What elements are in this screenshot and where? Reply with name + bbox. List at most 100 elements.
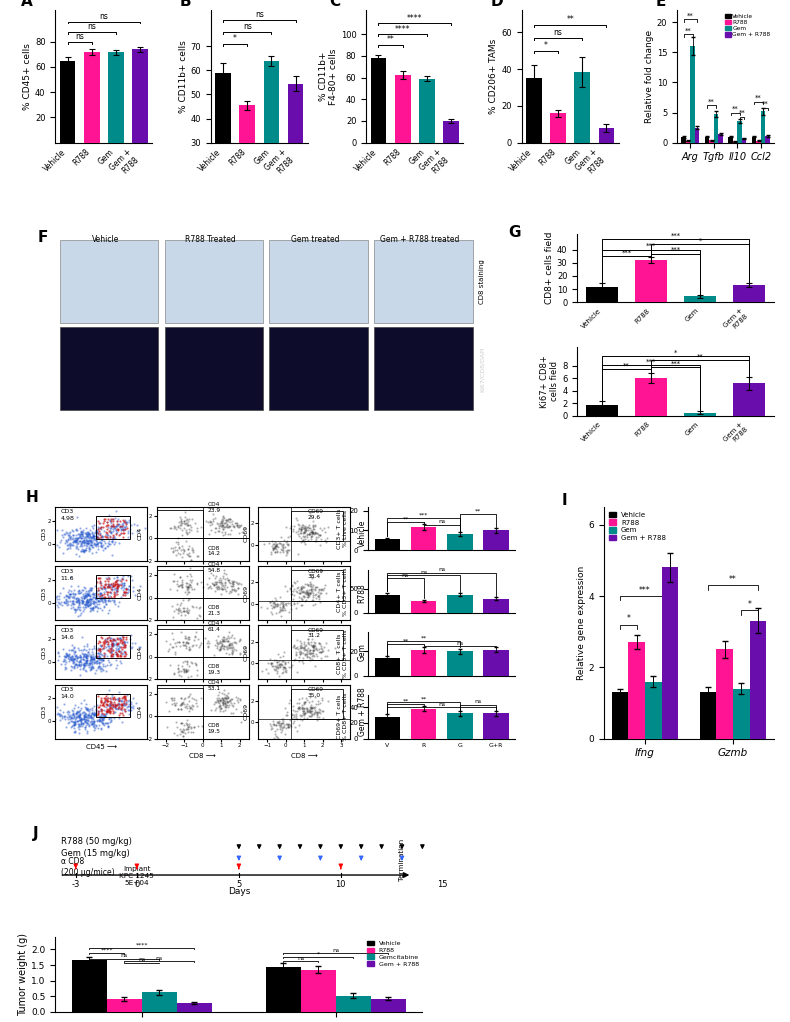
Point <box>62 710 74 727</box>
Point <box>77 542 90 558</box>
Point <box>105 585 118 601</box>
Point <box>79 706 92 723</box>
Point <box>97 591 110 607</box>
Point <box>100 513 113 529</box>
Point <box>70 537 83 553</box>
Point <box>302 589 314 605</box>
Point <box>117 515 130 531</box>
Point <box>88 530 101 547</box>
Point <box>114 648 126 664</box>
Y-axis label: CD3+ T cells
% Live cells: CD3+ T cells % Live cells <box>337 508 348 549</box>
Point <box>180 635 193 651</box>
Point <box>82 582 95 598</box>
Point <box>181 526 194 543</box>
Point <box>73 716 85 733</box>
Point <box>295 579 308 596</box>
Point <box>256 663 269 680</box>
Point <box>70 533 82 550</box>
Point <box>220 517 232 533</box>
Point <box>223 518 235 535</box>
Point <box>102 570 115 587</box>
Point <box>110 700 122 716</box>
Point <box>82 584 95 600</box>
Point <box>117 631 130 647</box>
Point <box>300 646 313 662</box>
Point <box>304 577 317 594</box>
Point <box>47 650 59 666</box>
Point <box>91 529 103 546</box>
Point <box>276 600 288 616</box>
Point <box>69 723 81 739</box>
Y-axis label: Relative gene expression: Relative gene expression <box>577 565 585 680</box>
Point <box>293 528 306 545</box>
Point <box>60 648 73 664</box>
Point <box>181 711 194 728</box>
Point <box>56 641 69 657</box>
Point <box>117 706 130 723</box>
Point <box>82 646 95 662</box>
Point <box>181 510 194 526</box>
Point <box>117 697 130 713</box>
Point <box>118 702 131 718</box>
Bar <box>301 970 336 1012</box>
Point <box>284 583 297 599</box>
Point <box>87 708 100 725</box>
Point <box>222 693 235 709</box>
Point <box>89 665 102 682</box>
Bar <box>292 630 343 660</box>
Bar <box>59 240 159 323</box>
Text: CD4
53.1: CD4 53.1 <box>208 681 220 691</box>
Point <box>113 643 126 659</box>
Point <box>66 649 78 665</box>
Point <box>76 711 88 728</box>
Point <box>81 654 93 670</box>
Point <box>51 589 64 605</box>
Point <box>66 593 78 609</box>
Point <box>303 573 316 590</box>
Point <box>202 578 215 595</box>
Point <box>96 710 108 727</box>
Point <box>105 648 118 664</box>
Point <box>111 572 123 589</box>
Point <box>85 530 97 547</box>
Point <box>269 658 281 675</box>
Point <box>111 648 124 664</box>
Point <box>65 708 77 725</box>
Point <box>175 662 187 679</box>
Point <box>83 706 96 723</box>
Text: Gem + R788: Gem + R788 <box>358 688 367 736</box>
Point <box>85 661 98 678</box>
Point <box>206 567 219 584</box>
Point <box>67 652 80 668</box>
Point <box>226 572 239 589</box>
Point <box>216 527 229 544</box>
Point <box>304 528 317 545</box>
Point <box>182 585 195 601</box>
Point <box>97 710 110 727</box>
Point <box>115 519 128 536</box>
Point <box>167 639 179 655</box>
Point <box>69 715 81 732</box>
Point <box>90 653 103 669</box>
Point <box>85 710 98 727</box>
Point <box>176 722 189 738</box>
Point <box>127 579 140 596</box>
Point <box>180 663 193 680</box>
Point <box>225 691 238 707</box>
Text: 11.6: 11.6 <box>61 575 74 580</box>
Point <box>78 655 91 671</box>
Point <box>175 542 187 558</box>
Point <box>273 544 286 560</box>
Point <box>74 543 87 559</box>
Point <box>72 648 85 664</box>
Point <box>117 582 130 598</box>
Point <box>109 509 122 525</box>
Point <box>295 592 308 608</box>
Point <box>90 533 103 550</box>
Point <box>94 710 107 727</box>
Point <box>229 515 242 531</box>
Point <box>224 513 237 529</box>
Point <box>118 700 130 716</box>
Point <box>53 539 66 555</box>
Point <box>105 637 118 653</box>
